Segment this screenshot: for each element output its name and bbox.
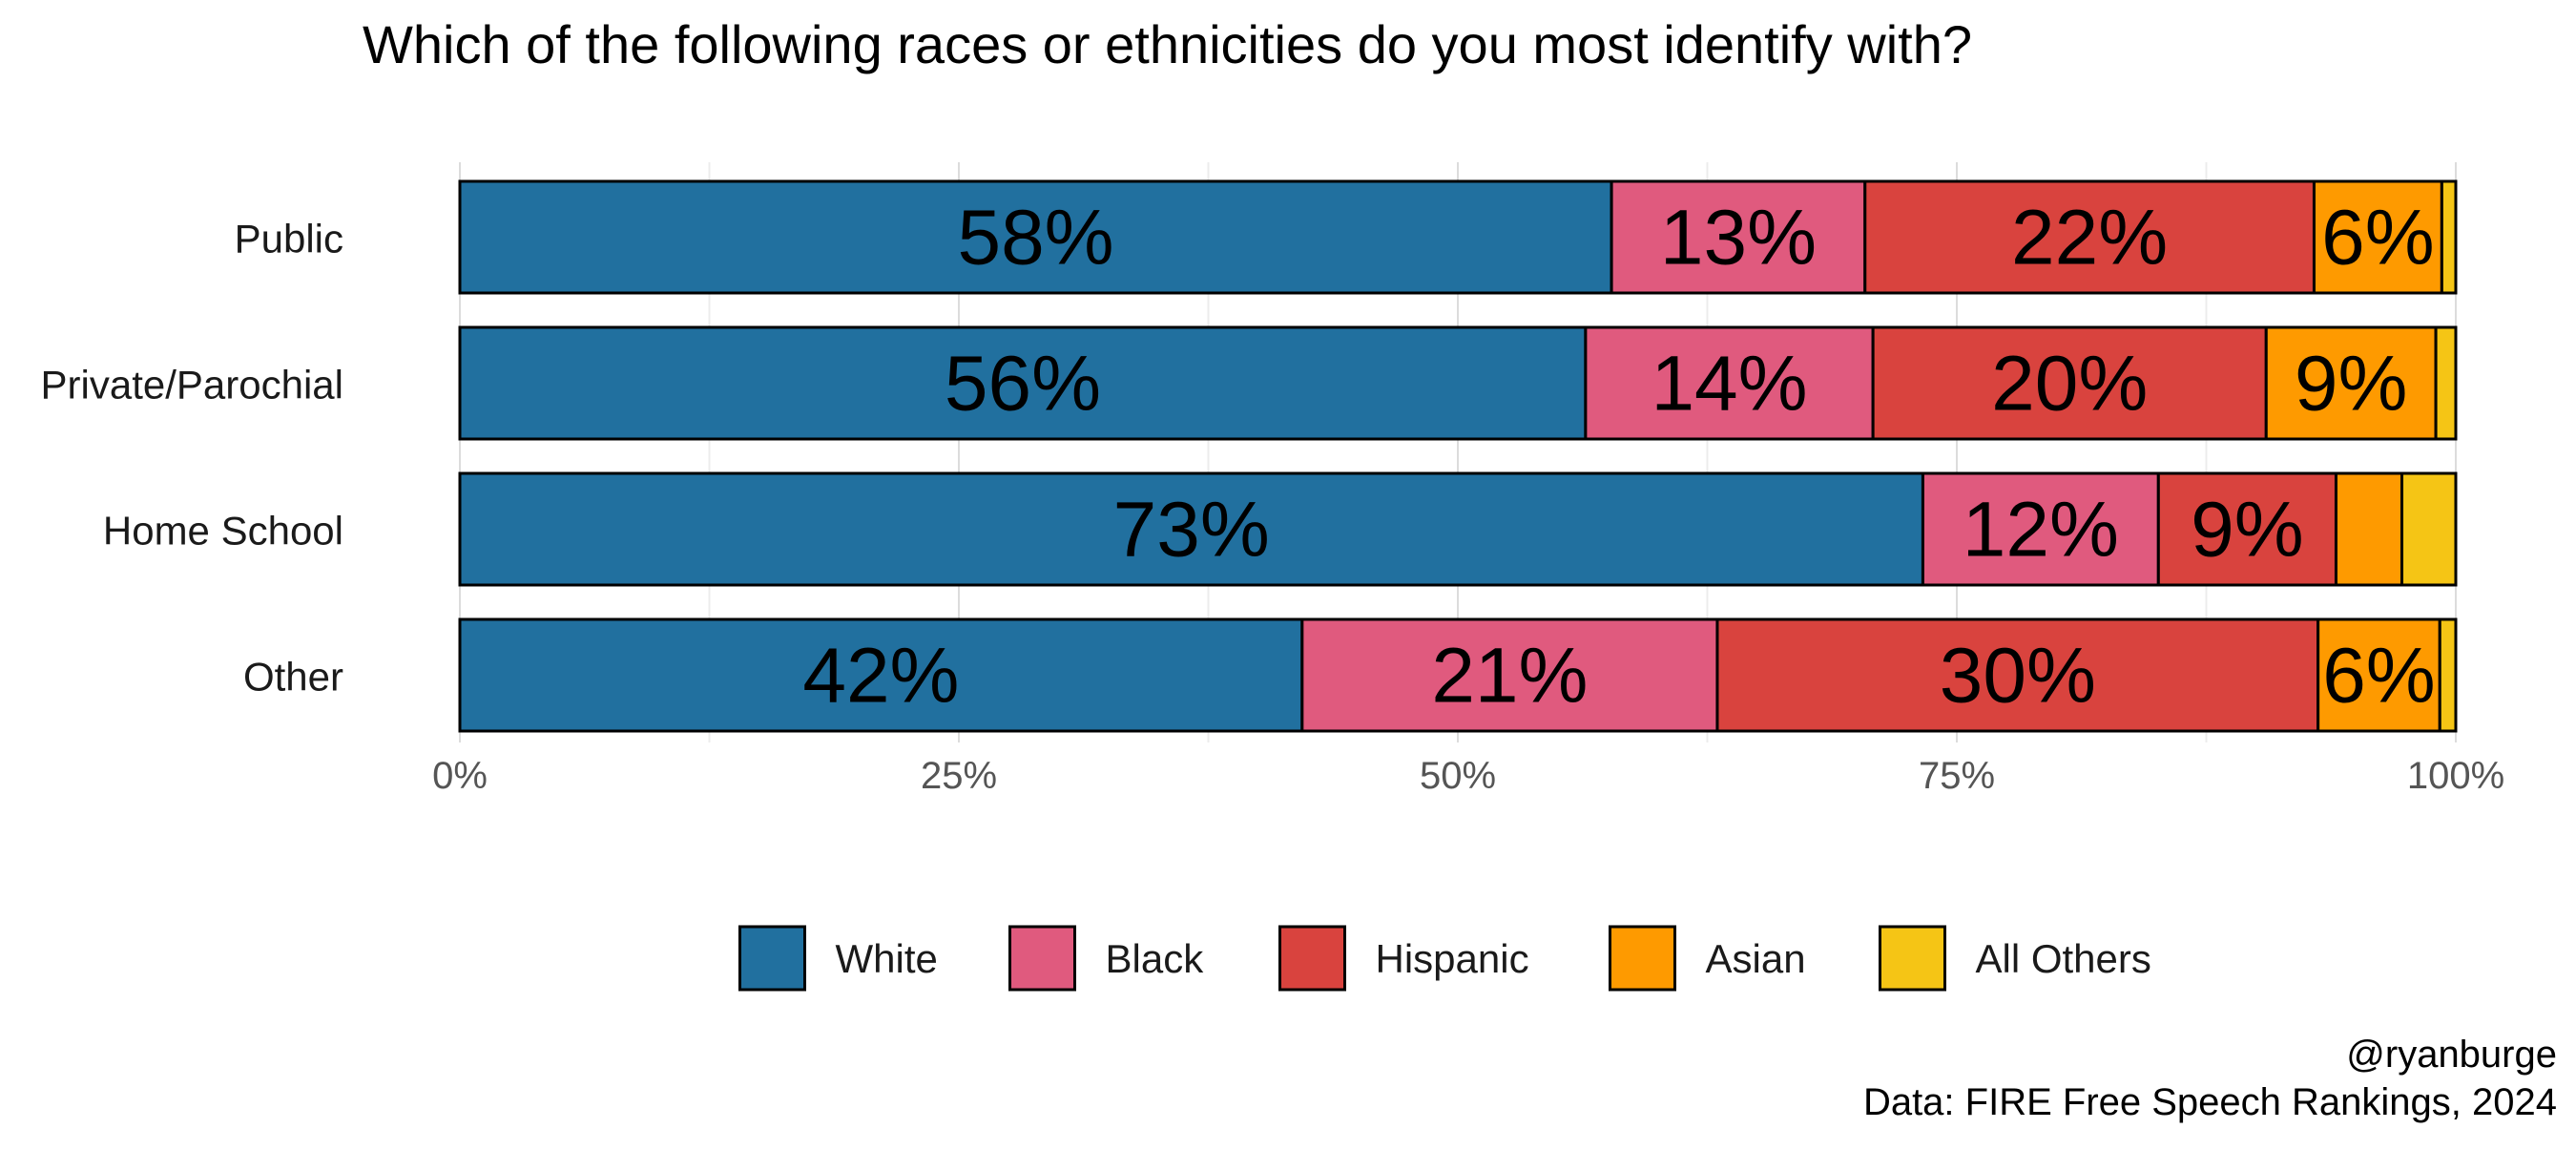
legend-label: Asian xyxy=(1706,936,1806,981)
bar-segment-black xyxy=(1610,179,1867,295)
data-label: 9% xyxy=(2191,487,2304,574)
data-label: 22% xyxy=(2011,195,2168,282)
data-label: 12% xyxy=(1963,487,2119,574)
bar-segment-hispanic xyxy=(2156,471,2337,587)
bar-segment-all-others xyxy=(2400,471,2458,587)
data-label: 73% xyxy=(1113,487,1270,574)
legend: White Black Hispanic Asian All Others xyxy=(738,925,2151,992)
category-labels: Public Private/Parochial Home School Other xyxy=(41,217,343,700)
data-label: 56% xyxy=(945,341,1101,428)
x-tick-label: 75% xyxy=(1919,755,1995,797)
bar-segment-black xyxy=(1300,617,1719,733)
bar-segment-hispanic xyxy=(1871,325,2268,441)
data-label: 6% xyxy=(2321,195,2435,282)
data-label: 30% xyxy=(1940,633,2096,720)
category-label: Other xyxy=(243,655,343,700)
category-label: Home School xyxy=(103,509,343,554)
legend-swatch-black xyxy=(1008,925,1076,992)
data-labels: 58% 13% 22% 6% 56% 14% 20% 9% 73% 12% 9% 42% 21% 30% 6… xyxy=(802,195,2435,720)
x-tick-label: 25% xyxy=(921,755,997,797)
data-label: 6% xyxy=(2322,633,2436,720)
x-tick-labels: 0% 25% 50% 75% 100% xyxy=(432,755,2504,797)
bar-segment-white xyxy=(458,471,1924,587)
chart-title: Which of the following races or ethnicit… xyxy=(363,14,1972,74)
bar-segment-all-others xyxy=(2434,325,2458,441)
data-label: 42% xyxy=(802,633,959,720)
data-label: 20% xyxy=(1991,341,2148,428)
legend-swatch-asian xyxy=(1609,925,1676,992)
data-label: 58% xyxy=(957,195,1113,282)
attribution-handle: @ryanburge xyxy=(2346,1034,2557,1076)
x-tick-label: 0% xyxy=(432,755,488,797)
legend-label: White xyxy=(836,936,938,981)
bar-segment-hispanic xyxy=(1863,179,2316,295)
bar-segment-asian xyxy=(2312,179,2443,295)
bars xyxy=(458,179,2458,733)
attribution-source: Data: FIRE Free Speech Rankings, 2024 xyxy=(1863,1081,2557,1123)
bar-segment-black xyxy=(1584,325,1875,441)
legend-swatch-all-others xyxy=(1879,925,1946,992)
legend-swatch-hispanic xyxy=(1278,925,1346,992)
legend-label: All Others xyxy=(1976,936,2151,981)
data-label: 9% xyxy=(2295,341,2408,428)
bar-segment-all-others xyxy=(2438,617,2458,733)
bar-segment-white xyxy=(458,325,1588,441)
data-label: 21% xyxy=(1431,633,1588,720)
bar-segment-asian xyxy=(2316,617,2441,733)
data-label: 13% xyxy=(1660,195,1817,282)
bar-segment-white xyxy=(458,617,1304,733)
bar-segment-all-others xyxy=(2440,179,2458,295)
category-label: Public xyxy=(235,217,343,261)
legend-label: Hispanic xyxy=(1376,936,1529,981)
x-tick-label: 100% xyxy=(2407,755,2504,797)
x-tick-label: 50% xyxy=(1420,755,1496,797)
legend-label: Black xyxy=(1106,936,1205,981)
legend-swatch-white xyxy=(738,925,806,992)
data-label: 14% xyxy=(1651,341,1807,428)
bar-segment-asian xyxy=(2334,471,2404,587)
category-label: Private/Parochial xyxy=(41,363,343,408)
